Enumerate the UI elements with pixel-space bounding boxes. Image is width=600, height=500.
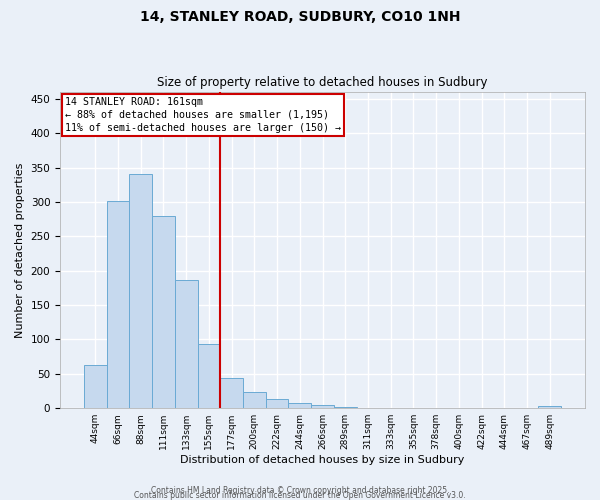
Bar: [311, 405, 334, 408]
Bar: [175, 280, 197, 408]
Bar: [152, 216, 175, 408]
Bar: [289, 402, 311, 408]
Bar: [107, 202, 130, 408]
Bar: [266, 400, 289, 408]
Title: Size of property relative to detached houses in Sudbury: Size of property relative to detached ho…: [157, 76, 488, 90]
Bar: [538, 406, 561, 408]
Text: Contains HM Land Registry data © Crown copyright and database right 2025.: Contains HM Land Registry data © Crown c…: [151, 486, 449, 495]
Bar: [84, 365, 107, 408]
X-axis label: Distribution of detached houses by size in Sudbury: Distribution of detached houses by size …: [181, 455, 465, 465]
Text: 14, STANLEY ROAD, SUDBURY, CO10 1NH: 14, STANLEY ROAD, SUDBURY, CO10 1NH: [140, 10, 460, 24]
Text: Contains public sector information licensed under the Open Government Licence v3: Contains public sector information licen…: [134, 491, 466, 500]
Bar: [130, 174, 152, 408]
Bar: [220, 378, 243, 408]
Bar: [197, 344, 220, 408]
Bar: [243, 392, 266, 408]
Bar: [334, 407, 356, 408]
Y-axis label: Number of detached properties: Number of detached properties: [15, 162, 25, 338]
Text: 14 STANLEY ROAD: 161sqm
← 88% of detached houses are smaller (1,195)
11% of semi: 14 STANLEY ROAD: 161sqm ← 88% of detache…: [65, 97, 341, 133]
